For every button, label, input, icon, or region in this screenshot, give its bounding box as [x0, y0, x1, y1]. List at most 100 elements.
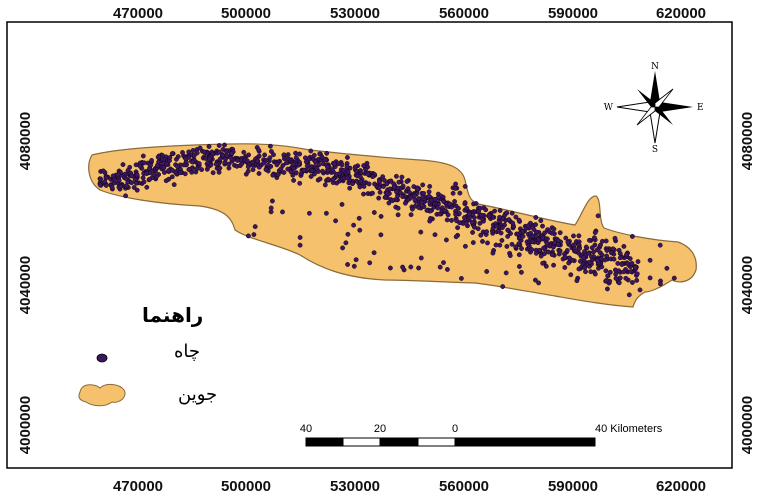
well-point [629, 260, 635, 266]
well-point [290, 161, 296, 167]
well-point [592, 271, 598, 277]
well-point [513, 244, 519, 250]
well-point [163, 178, 169, 184]
well-point [201, 149, 207, 155]
x-tick-bottom: 470000 [113, 478, 163, 495]
well-point [137, 163, 143, 169]
well-point [356, 215, 362, 221]
well-point [357, 184, 363, 190]
y-tick-right: 4040000 [739, 256, 756, 314]
well-point [131, 185, 137, 190]
well-point [613, 275, 619, 281]
well-point [592, 235, 597, 241]
well-point [546, 249, 551, 255]
well-point [432, 232, 438, 238]
scale-segment [454, 437, 596, 447]
well-point [323, 210, 329, 216]
well-point [216, 143, 222, 148]
well-point [192, 152, 197, 158]
well-point [120, 162, 126, 168]
well-point [169, 151, 175, 157]
well-point [412, 197, 418, 203]
well-point [466, 211, 472, 217]
well-point [315, 169, 321, 175]
well-point [351, 263, 357, 269]
well-point [283, 160, 289, 166]
well-point [123, 183, 129, 189]
well-point [160, 165, 166, 171]
well-point [293, 150, 298, 156]
y-tick-left: 4040000 [17, 256, 34, 314]
well-point [607, 269, 613, 275]
well-point [576, 266, 582, 272]
well-point [250, 159, 256, 165]
scale-label-40-left: 40 [300, 423, 312, 435]
well-point [571, 242, 576, 248]
well-point [525, 223, 531, 229]
well-point [339, 201, 345, 207]
well-point [549, 252, 555, 258]
well-point [555, 241, 561, 247]
well-point [484, 229, 489, 235]
well-point [325, 164, 330, 170]
well-point [551, 262, 556, 268]
well-point [619, 262, 625, 267]
compass-east-pointer [655, 102, 693, 112]
well-point [617, 251, 623, 257]
well-point [568, 272, 574, 278]
well-point [549, 230, 555, 236]
well-point [658, 281, 663, 287]
well-point [196, 161, 202, 167]
x-axis-bottom: 470000 500000 530000 560000 590000 62000… [113, 478, 706, 495]
well-point [497, 208, 503, 213]
well-point [557, 248, 563, 254]
well-point [352, 164, 358, 170]
well-point [519, 246, 524, 252]
well-point [411, 193, 417, 198]
well-point [536, 280, 541, 286]
well-point [500, 284, 506, 289]
well-point [353, 168, 359, 174]
well-point [129, 173, 135, 179]
well-point [483, 207, 489, 213]
well-point [617, 275, 623, 281]
well-point [170, 167, 175, 173]
well-point [416, 196, 422, 202]
well-point [285, 166, 291, 172]
well-point [123, 176, 129, 182]
well-point [378, 232, 384, 238]
well-point [256, 164, 262, 170]
well-point [441, 198, 446, 204]
well-point [418, 229, 424, 235]
scale-segment [342, 437, 381, 447]
well-point [462, 200, 468, 206]
well-point [166, 168, 171, 174]
well-point [582, 249, 587, 255]
well-point [288, 169, 294, 175]
well-point [147, 176, 153, 182]
well-point [621, 243, 627, 249]
well-point [499, 237, 505, 243]
well-point [555, 237, 561, 243]
well-point [647, 257, 653, 263]
well-point [603, 268, 609, 274]
well-point [343, 240, 349, 246]
well-point [595, 257, 600, 263]
well-point [504, 210, 510, 216]
well-point [587, 237, 592, 243]
well-point [387, 265, 393, 271]
x-axis-top: 470000 500000 530000 560000 590000 62000… [113, 5, 706, 22]
well-point [542, 230, 548, 236]
well-point [345, 231, 351, 237]
well-point [262, 152, 267, 158]
well-point [281, 170, 287, 175]
well-point [222, 142, 227, 148]
well-point [445, 212, 451, 218]
well-point [637, 287, 643, 293]
well-point [657, 242, 663, 248]
well-point [322, 157, 328, 163]
well-point [339, 162, 345, 168]
well-point [263, 167, 269, 173]
well-point [377, 179, 382, 185]
well-point [345, 169, 351, 175]
